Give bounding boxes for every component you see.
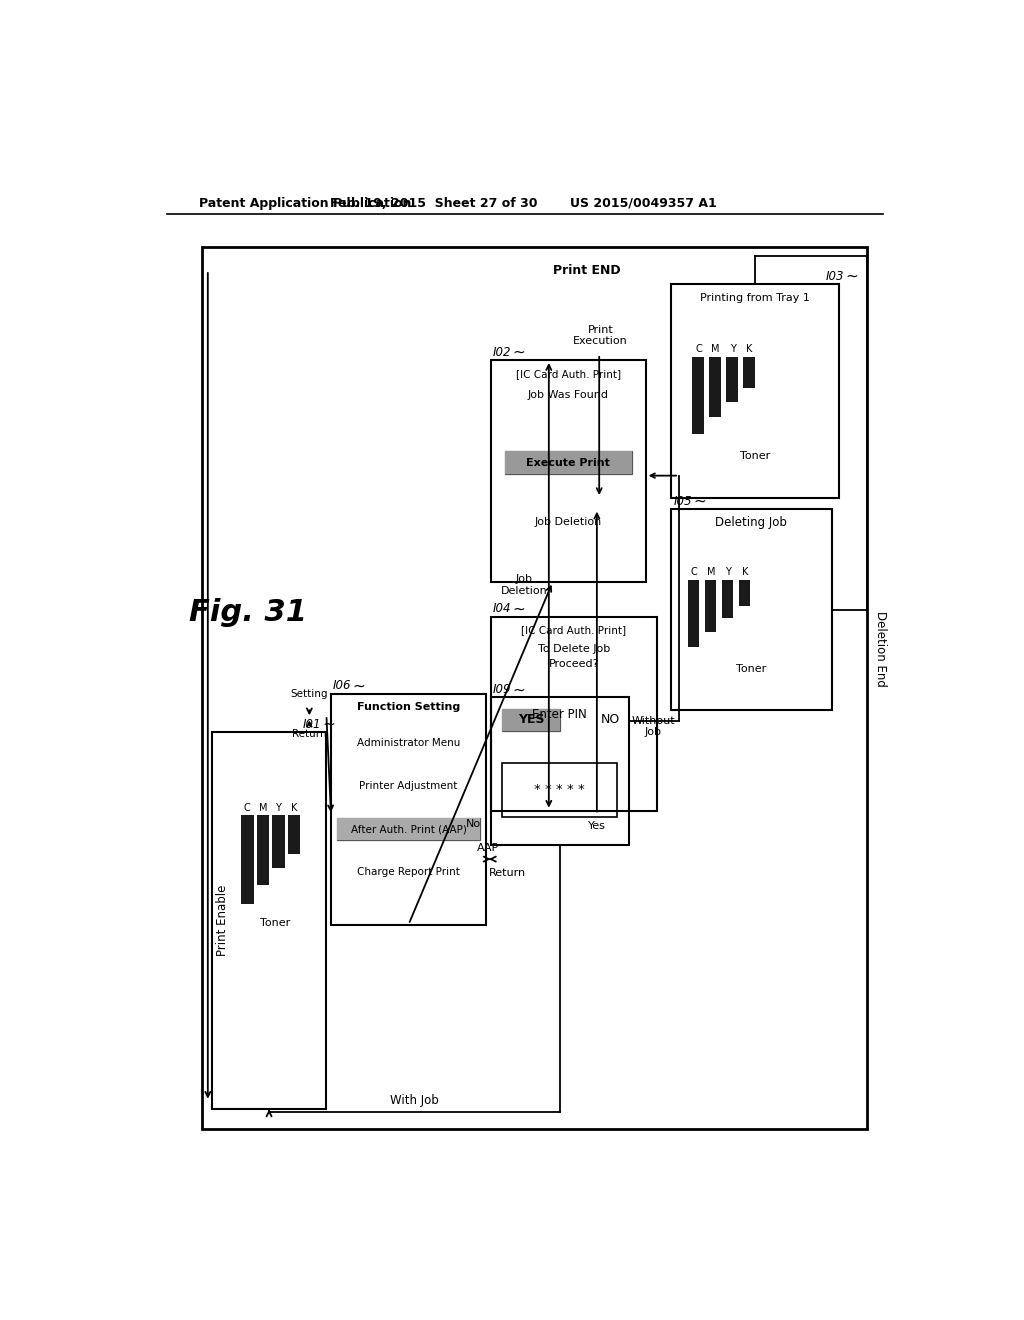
Text: I04: I04: [493, 602, 511, 615]
Text: YES: YES: [518, 713, 544, 726]
Text: M: M: [259, 803, 267, 813]
Bar: [671, 284, 840, 498]
Text: Printing from Tray 1: Printing from Tray 1: [700, 293, 810, 302]
Text: I06: I06: [333, 680, 351, 693]
Text: Administrator Menu: Administrator Menu: [356, 738, 460, 748]
Text: Toner: Toner: [740, 450, 770, 461]
Text: Print Enable: Print Enable: [216, 884, 229, 957]
Text: M: M: [712, 345, 720, 354]
Text: Toner: Toner: [736, 664, 766, 675]
Bar: [671, 508, 831, 710]
Text: To Delete Job: To Delete Job: [538, 644, 609, 653]
Text: Job Deletion: Job Deletion: [535, 517, 602, 527]
Bar: [490, 360, 646, 582]
Text: Printer Adjustment: Printer Adjustment: [359, 781, 458, 791]
Text: I05: I05: [674, 495, 692, 508]
Text: Job Was Found: Job Was Found: [527, 389, 608, 400]
Text: AAP: AAP: [477, 843, 500, 853]
Bar: [503, 709, 560, 730]
Text: Y: Y: [275, 803, 282, 813]
Bar: [743, 358, 755, 388]
Bar: [722, 579, 733, 618]
Text: Without
Job: Without Job: [632, 715, 675, 738]
Text: Feb. 19, 2015  Sheet 27 of 30: Feb. 19, 2015 Sheet 27 of 30: [331, 197, 538, 210]
Text: After Auth. Print (AAP): After Auth. Print (AAP): [350, 824, 467, 834]
Bar: [503, 763, 617, 817]
Text: Deleting Job: Deleting Job: [715, 516, 787, 529]
Bar: [272, 816, 285, 867]
Text: ~: ~: [512, 602, 525, 616]
Bar: [288, 816, 300, 854]
Text: Function Setting: Function Setting: [357, 702, 460, 713]
Text: C: C: [690, 566, 697, 577]
Text: Y: Y: [725, 566, 731, 577]
Bar: [505, 451, 632, 474]
Text: Fig. 31: Fig. 31: [189, 598, 307, 627]
Text: Enter PIN: Enter PIN: [532, 708, 587, 721]
Bar: [710, 358, 721, 417]
Text: ~: ~: [846, 269, 858, 284]
Bar: [726, 358, 738, 401]
Text: Yes: Yes: [588, 821, 606, 832]
Text: Patent Application Publication: Patent Application Publication: [200, 197, 412, 210]
Text: I02: I02: [493, 346, 511, 359]
Text: Charge Report Print: Charge Report Print: [357, 867, 460, 878]
Text: Proceed?: Proceed?: [549, 659, 599, 669]
Text: Y: Y: [729, 345, 735, 354]
Bar: [331, 693, 486, 924]
Text: K: K: [291, 803, 297, 813]
Bar: [505, 451, 632, 474]
Text: Setting: Setting: [291, 689, 328, 698]
Text: K: K: [746, 345, 753, 354]
Bar: [687, 579, 699, 647]
Text: Print END: Print END: [554, 264, 622, 277]
Bar: [202, 247, 866, 1129]
Bar: [257, 816, 269, 884]
Text: ~: ~: [512, 345, 525, 360]
Bar: [241, 816, 254, 904]
Text: [IC Card Auth. Print]: [IC Card Auth. Print]: [521, 626, 627, 635]
Text: M: M: [707, 566, 715, 577]
Text: No: No: [466, 820, 481, 829]
Bar: [705, 579, 716, 632]
Text: Deletion End: Deletion End: [874, 611, 887, 686]
Bar: [503, 709, 560, 730]
Bar: [490, 697, 629, 845]
Text: C: C: [695, 345, 701, 354]
Text: [IC Card Auth. Print]: [IC Card Auth. Print]: [516, 370, 621, 379]
Bar: [692, 358, 703, 434]
Text: ~: ~: [352, 678, 366, 693]
Text: Toner: Toner: [260, 917, 291, 928]
Text: ~: ~: [693, 494, 707, 508]
Text: I03: I03: [825, 269, 844, 282]
Text: With Job: With Job: [389, 1094, 438, 1107]
Bar: [490, 616, 657, 810]
Text: I01: I01: [303, 718, 322, 731]
Text: ~: ~: [323, 717, 335, 731]
Text: I09: I09: [493, 684, 511, 696]
Text: C: C: [244, 803, 251, 813]
Text: Return: Return: [489, 869, 526, 878]
Text: US 2015/0049357 A1: US 2015/0049357 A1: [570, 197, 717, 210]
Text: Job
Deletion: Job Deletion: [501, 574, 548, 595]
Text: K: K: [741, 566, 749, 577]
Text: ~: ~: [512, 682, 525, 697]
Bar: [337, 818, 480, 840]
Bar: [212, 733, 327, 1109]
Bar: [738, 579, 751, 606]
Text: NO: NO: [601, 713, 621, 726]
Text: Print
Execution: Print Execution: [573, 325, 628, 346]
Text: Return: Return: [292, 729, 327, 739]
Text: Execute Print: Execute Print: [526, 458, 610, 467]
Text: * * * * *: * * * * *: [535, 783, 585, 796]
Bar: [337, 818, 480, 840]
